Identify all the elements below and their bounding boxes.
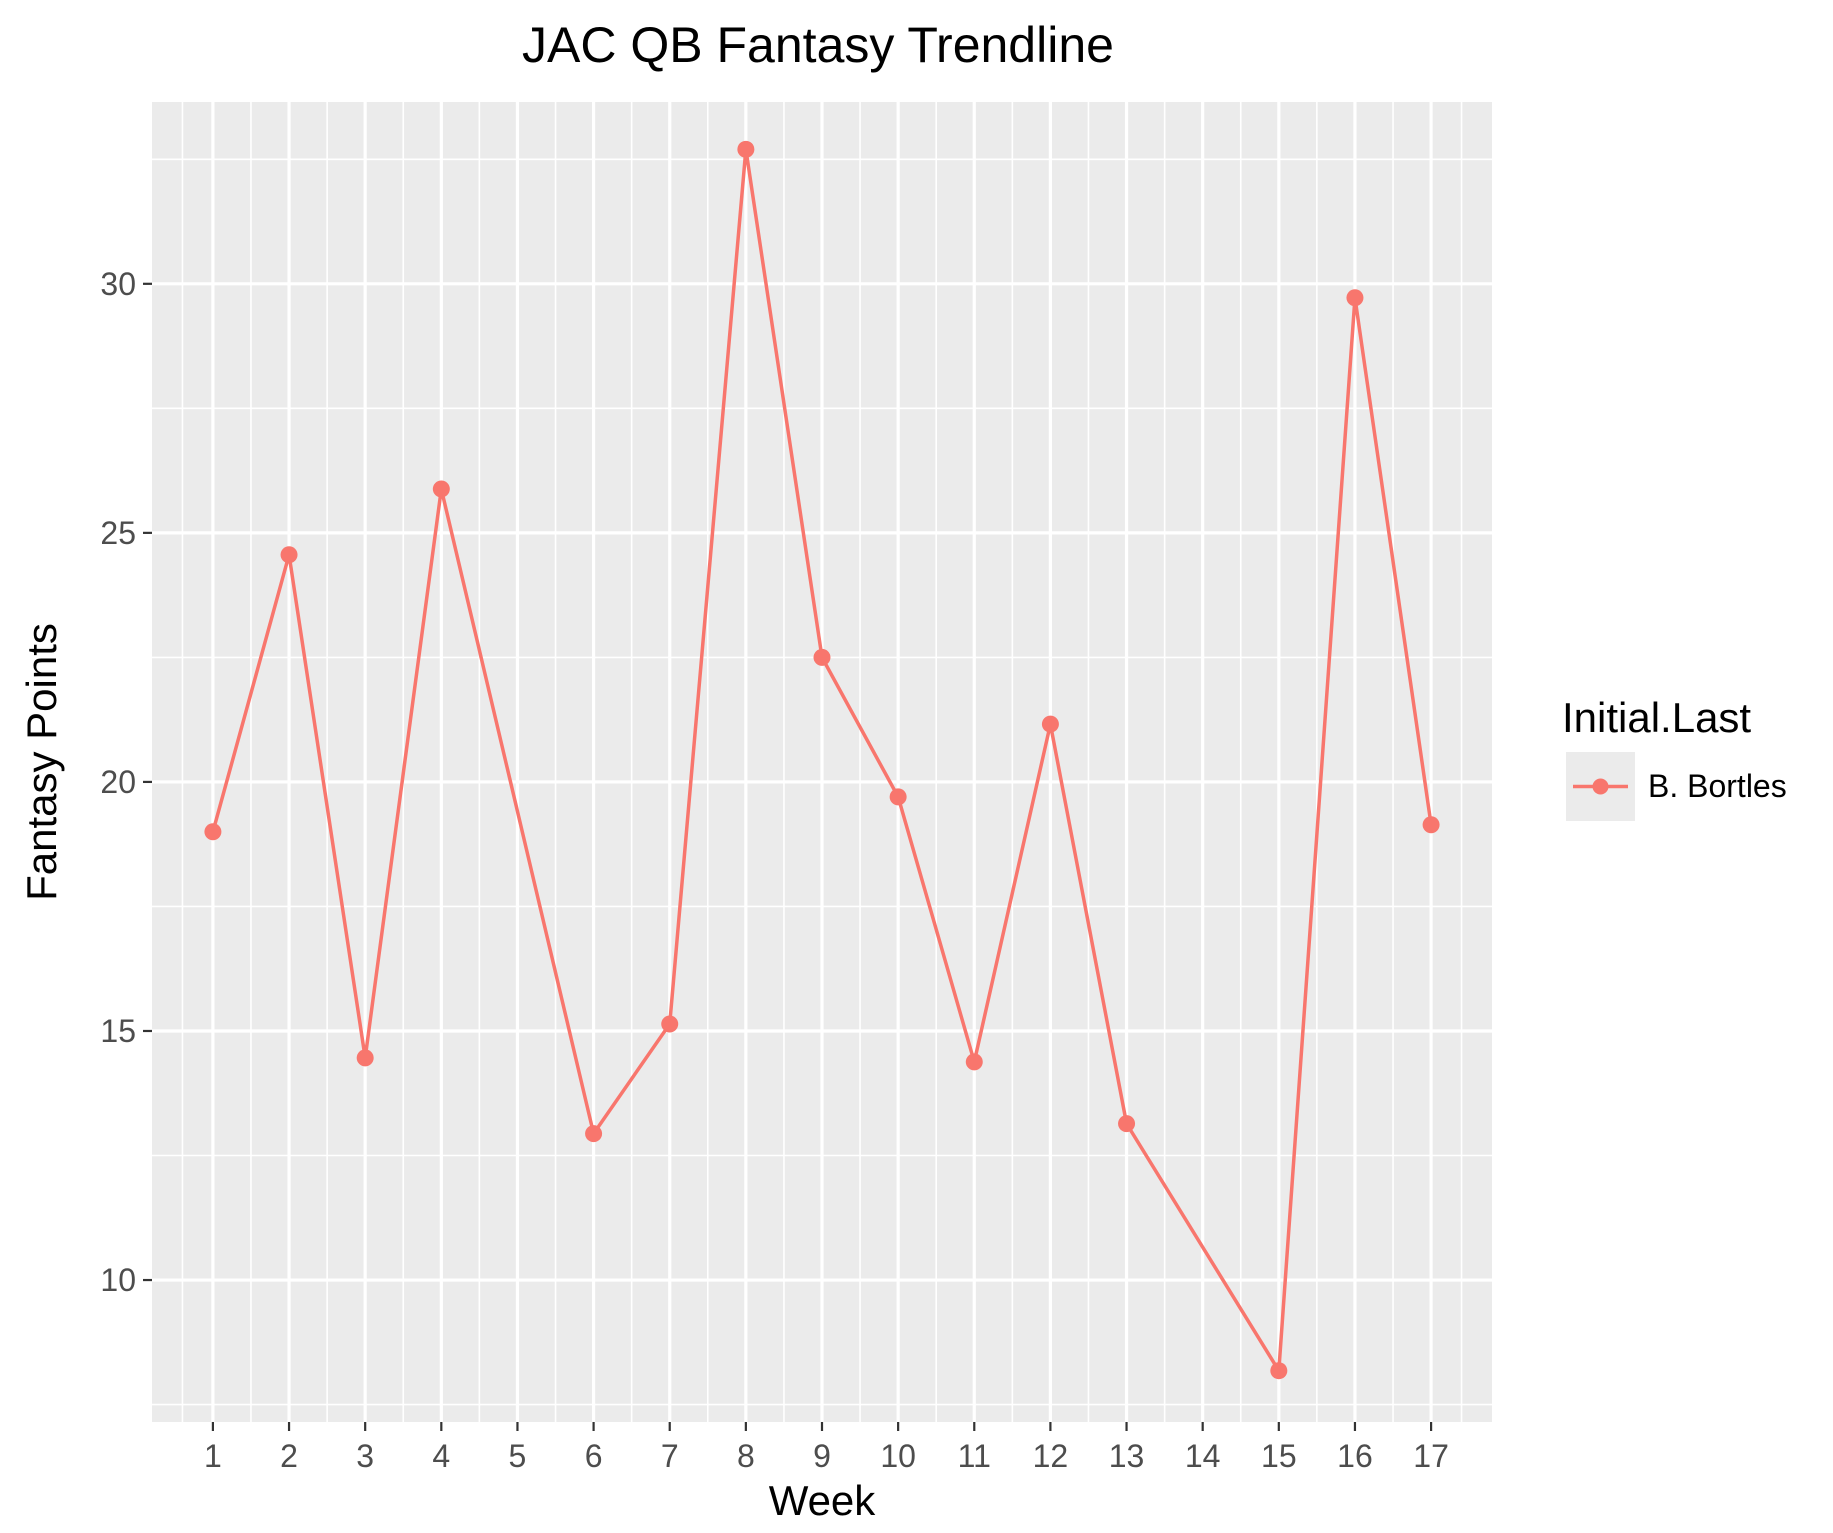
data-point — [1422, 816, 1440, 834]
legend-label: B. Bortles — [1648, 768, 1787, 804]
x-tick-label: 4 — [432, 1438, 450, 1474]
x-tick-label: 16 — [1337, 1438, 1373, 1474]
y-axis-ticks — [143, 282, 152, 1282]
x-tick-label: 14 — [1185, 1438, 1221, 1474]
x-tick-label: 12 — [1033, 1438, 1069, 1474]
chart-title: JAC QB Fantasy Trendline — [522, 17, 1114, 73]
y-axis-title: Fantasy Points — [18, 623, 65, 901]
x-tick-label: 8 — [737, 1438, 755, 1474]
x-tick-label: 10 — [880, 1438, 916, 1474]
data-point — [280, 546, 298, 564]
x-tick-label: 7 — [661, 1438, 679, 1474]
legend: Initial.Last B. Bortles — [1562, 694, 1787, 821]
legend-title: Initial.Last — [1562, 694, 1751, 741]
x-axis-ticks — [211, 1422, 1433, 1431]
x-axis-tick-labels: 1 2 3 4 5 6 7 8 9 10 11 12 13 14 15 16 17 — [204, 1438, 1449, 1474]
x-tick-label: 6 — [585, 1438, 603, 1474]
data-point — [204, 823, 222, 841]
data-point — [813, 648, 831, 666]
data-point — [965, 1053, 983, 1071]
data-point — [1270, 1362, 1288, 1380]
x-axis-title: Week — [769, 1477, 877, 1524]
y-axis-tick-labels: 10 15 20 25 30 — [100, 266, 136, 1298]
x-tick-label: 17 — [1413, 1438, 1449, 1474]
data-point — [1346, 289, 1364, 307]
x-tick-label: 13 — [1109, 1438, 1145, 1474]
grid-major-x — [211, 102, 1433, 1422]
y-tick-label: 30 — [100, 266, 136, 302]
data-point — [889, 788, 907, 806]
grid-minor-x — [181, 102, 1463, 1422]
x-tick-label: 15 — [1261, 1438, 1297, 1474]
data-point — [432, 480, 450, 498]
x-tick-label: 2 — [280, 1438, 298, 1474]
y-tick-label: 25 — [100, 515, 136, 551]
x-tick-label: 5 — [509, 1438, 527, 1474]
data-point — [737, 140, 755, 158]
legend-key-point — [1592, 778, 1609, 795]
data-point — [585, 1125, 603, 1143]
x-tick-label: 1 — [204, 1438, 222, 1474]
y-tick-label: 10 — [100, 1262, 136, 1298]
data-point — [1118, 1115, 1136, 1133]
y-tick-label: 20 — [100, 764, 136, 800]
data-point — [661, 1015, 679, 1033]
x-tick-label: 9 — [813, 1438, 831, 1474]
x-tick-label: 3 — [356, 1438, 374, 1474]
y-tick-label: 15 — [100, 1013, 136, 1049]
series-layer — [204, 140, 1440, 1380]
data-point — [356, 1049, 374, 1067]
data-point — [1041, 715, 1059, 733]
grid-major-y — [152, 282, 1492, 1282]
x-tick-label: 11 — [958, 1438, 991, 1474]
